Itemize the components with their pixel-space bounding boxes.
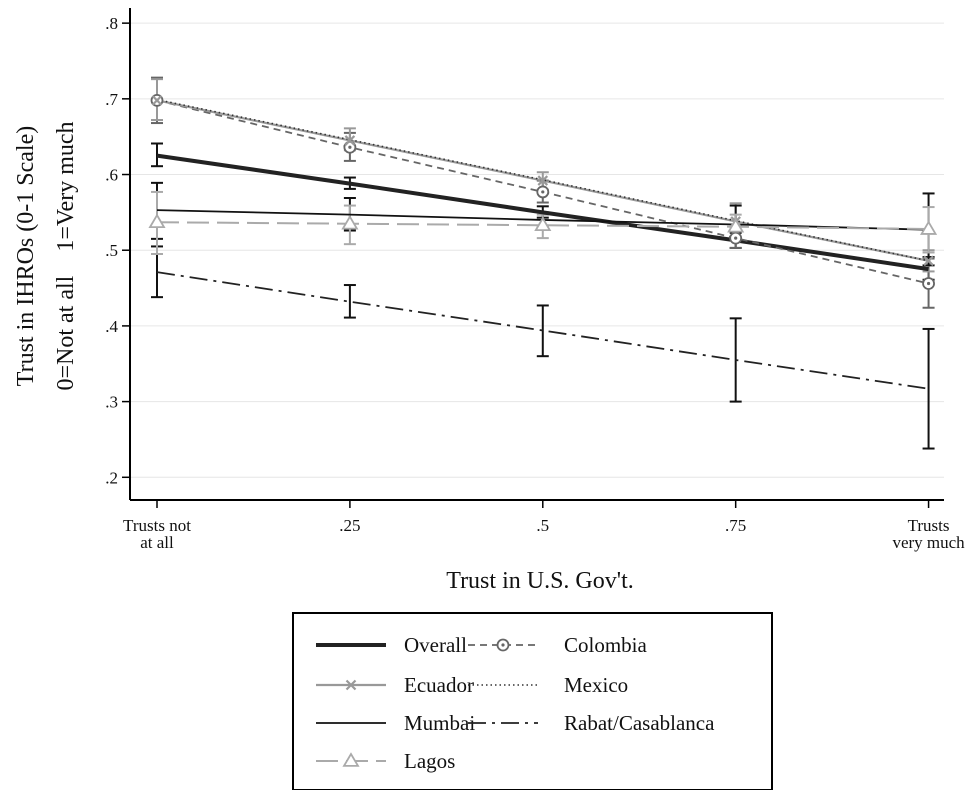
triangle-marker — [342, 752, 360, 767]
x-marker — [923, 255, 934, 267]
y-tick-label: .7 — [105, 90, 118, 109]
legend-label: Colombia — [564, 633, 648, 657]
legend-item-mumbai: Mumbai — [316, 711, 475, 735]
triangle-marker — [727, 217, 745, 233]
axes — [129, 8, 944, 501]
legend-item-lagos: Lagos — [316, 749, 455, 773]
series-line-lagos — [156, 221, 929, 231]
x-marker — [345, 679, 357, 691]
circle-marker-dot — [501, 643, 505, 647]
legend-label: Rabat/Casablanca — [564, 711, 715, 735]
x-tick-label: at all — [140, 533, 174, 552]
plot-series — [148, 76, 938, 450]
x-tick-label: very much — [892, 533, 965, 552]
x-axis-title: Trust in U.S. Gov't. — [446, 568, 634, 594]
x-tick-label: .5 — [536, 516, 549, 535]
triangle-marker — [341, 214, 359, 230]
circle-marker-dot — [541, 190, 545, 194]
ci-rabat-casablanca — [151, 245, 935, 450]
x-marker — [151, 95, 163, 106]
triangle-marker — [148, 213, 166, 229]
circle-marker-dot — [734, 236, 738, 240]
gridlines — [130, 22, 944, 478]
x-tick-label: .75 — [725, 516, 746, 535]
legend: Overall Colombia Ecuador Mexico Mumbai Rabat/… — [292, 612, 773, 790]
triangle-marker — [919, 220, 938, 235]
legend-label: Mumbai — [404, 711, 475, 735]
y-tick-label: .4 — [105, 317, 118, 336]
legend-box — [292, 612, 773, 790]
triangle-marker — [534, 216, 552, 232]
legend-label: Mexico — [564, 673, 628, 697]
y-axis-ticks: .2 .3 .4 .5 .6 .7 .8 — [105, 14, 130, 487]
markers-lagos — [148, 213, 938, 235]
y-axis-title: Trust in IHROs (0-1 Scale) — [13, 126, 39, 386]
legend-item-rabat-casablanca: Rabat/Casablanca — [468, 711, 715, 735]
x-tick-label: .25 — [339, 516, 360, 535]
legend-item-colombia: Colombia — [468, 633, 648, 657]
y-tick-label: .5 — [105, 241, 118, 260]
x-tick-label: Trusts — [908, 516, 950, 535]
y-axis-subtitle: 0=Not at all 1=Very much — [53, 121, 79, 390]
legend-label: Overall — [404, 633, 467, 657]
y-tick-label: .6 — [105, 166, 118, 185]
y-tick-label: .2 — [105, 468, 118, 487]
y-tick-label: .8 — [105, 14, 118, 33]
x-marker — [537, 175, 549, 186]
series-line-mexico — [156, 98, 929, 262]
ci-ecuador — [151, 78, 935, 273]
x-marker — [344, 135, 356, 146]
legend-label: Lagos — [404, 749, 455, 773]
markers-ecuador — [151, 95, 934, 267]
series-line-overall — [156, 153, 929, 272]
legend-item-overall: Overall — [316, 633, 467, 657]
legend-item-ecuador: Ecuador — [316, 673, 474, 697]
circle-marker-dot — [348, 145, 352, 149]
x-tick-label: Trusts not — [123, 516, 191, 535]
legend-item-mexico: Mexico — [468, 673, 628, 697]
circle-marker-dot — [926, 281, 931, 286]
legend-label: Ecuador — [404, 673, 474, 697]
y-tick-label: .3 — [105, 393, 118, 412]
